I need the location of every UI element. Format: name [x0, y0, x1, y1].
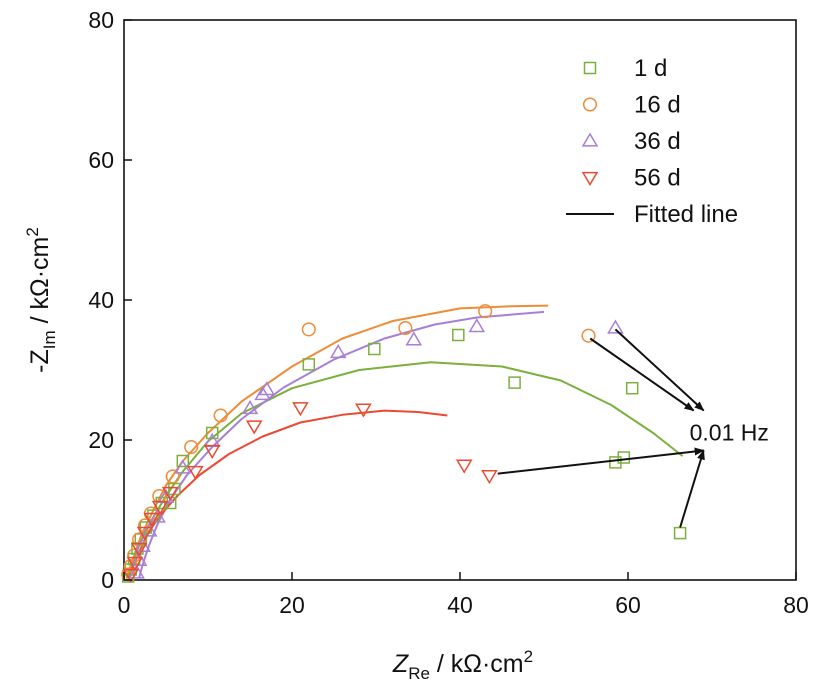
data-point-36d-6	[174, 459, 192, 474]
data-point-1d-13	[368, 342, 381, 356]
legend-marker-16d	[582, 97, 598, 112]
data-point-16d-12	[478, 304, 493, 319]
annotation-arrow-0	[589, 337, 695, 412]
y-label-sub: Im	[40, 330, 59, 349]
data-point-36d-12	[405, 331, 423, 346]
data-point-1d-18	[625, 381, 639, 395]
y-axis-label: -ZIm / kΩ·cm2	[23, 227, 59, 373]
data-point-36d-9	[254, 386, 271, 401]
annotation-arrows	[497, 328, 705, 528]
legend-label-56d: 56 d	[634, 165, 681, 192]
x-axis-label: ZRe / kΩ·cm2	[392, 647, 533, 683]
data-point-36d-13	[468, 318, 486, 333]
data-point-16d-13	[581, 328, 596, 343]
legend-label-16d: 16 d	[634, 92, 681, 119]
data-point-16d-11	[398, 320, 413, 336]
data-point-16d-7	[165, 469, 180, 484]
data-point-1d-15	[508, 376, 521, 389]
legend-marker-36d	[581, 132, 599, 147]
data-point-56d-3	[136, 526, 154, 541]
data-point-36d-2	[134, 537, 151, 553]
y-label-pre: -Z	[26, 349, 54, 373]
y-tick-label-0: 0	[101, 567, 114, 593]
y-label-unit: / kΩ·cm	[26, 237, 54, 331]
data-point-1d-19	[673, 526, 687, 540]
annotation-arrow-2	[497, 447, 705, 475]
data-point-36d-10	[258, 381, 276, 396]
data-point-1d-11	[205, 426, 219, 440]
fit-line-16d	[125, 304, 549, 579]
y-tick-label-2: 40	[88, 287, 114, 313]
data-point-56d-4	[143, 512, 161, 527]
x-label-main: Z	[392, 650, 409, 678]
data-point-1d-10	[176, 454, 190, 468]
data-point-16d-8	[184, 439, 199, 455]
plot-area	[121, 19, 797, 583]
annotation-label: 0.01 Hz	[690, 420, 769, 446]
x-label-sup: 2	[524, 647, 533, 666]
y-axis: 0 20 40 60 80	[88, 7, 132, 593]
data-point-36d-3	[140, 522, 158, 537]
data-point-56d-13	[481, 470, 498, 485]
data-point-56d-8	[203, 444, 221, 459]
annotation-arrow-1	[614, 328, 705, 412]
data-point-36d-0	[128, 564, 145, 579]
data-point-56d-9	[245, 420, 263, 435]
legend-label-fitted-line: Fitted line	[634, 201, 738, 228]
data-point-56d-6	[161, 486, 179, 501]
data-point-56d-12	[455, 459, 473, 474]
x-tick-label-0: 0	[118, 592, 131, 618]
x-tick-label-4: 80	[783, 592, 809, 618]
legend-marker-56d	[581, 171, 599, 186]
annotation-arrow-3	[679, 449, 705, 528]
fit-line-1d	[125, 361, 684, 579]
data-point-36d-1	[130, 551, 148, 567]
data-point-56d-5	[151, 500, 169, 515]
data-point-56d-0	[122, 568, 140, 583]
data-point-1d-9	[168, 482, 181, 496]
data-point-16d-9	[213, 408, 228, 423]
x-axis: 0 20 40 60 80	[118, 572, 809, 618]
y-tick-label-4: 80	[88, 7, 114, 33]
data-point-56d-1	[126, 556, 144, 571]
x-tick-label-2: 40	[447, 592, 473, 618]
x-tick-label-3: 60	[615, 592, 641, 618]
x-tick-label-1: 20	[279, 592, 305, 618]
data-point-36d-11	[329, 344, 347, 359]
data-point-56d-7	[187, 465, 204, 480]
data-point-36d-14	[607, 319, 624, 334]
legend-label-36d: 36 d	[634, 128, 681, 155]
data-point-1d-12	[302, 358, 316, 371]
legend-label-1d: 1 d	[634, 55, 667, 82]
fit-line-36d	[138, 310, 545, 579]
data-point-56d-10	[292, 402, 309, 417]
x-label-sub: Re	[408, 664, 430, 683]
y-label-sup: 2	[23, 227, 42, 236]
data-point-56d-2	[130, 542, 148, 557]
data-point-16d-10	[301, 322, 316, 337]
plot-frame	[123, 19, 797, 581]
data-point-1d-14	[452, 328, 465, 342]
data-point-36d-4	[149, 508, 166, 523]
data-points	[121, 304, 687, 583]
x-label-unit: / kΩ·cm	[430, 650, 524, 678]
legend: 1 d 16 d 36 d 56 d Fitted line	[566, 55, 738, 228]
data-point-56d-11	[355, 403, 372, 418]
y-tick-label-3: 60	[88, 147, 114, 173]
fit-lines	[125, 304, 684, 579]
legend-marker-1d	[583, 61, 597, 75]
y-tick-label-1: 20	[88, 427, 114, 453]
data-point-36d-8	[241, 400, 259, 415]
data-point-1d-17	[617, 451, 631, 464]
